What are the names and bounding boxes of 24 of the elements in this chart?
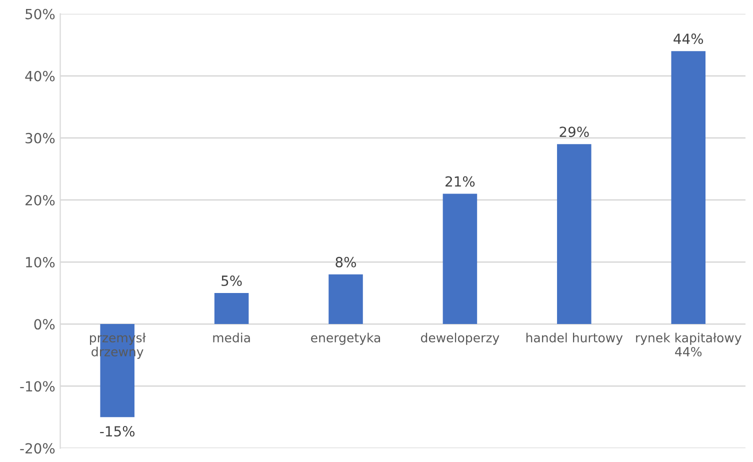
y-tick-label: 0% (34, 319, 55, 330)
data-label: -15% (100, 426, 135, 437)
x-tick-label: deweloperzy (420, 332, 500, 345)
bar (328, 274, 363, 324)
data-label: 5% (222, 276, 242, 286)
data-label: 44% (674, 34, 704, 44)
x-tick-label: rynek kapitałowy 44% (636, 332, 742, 356)
y-tick-label: -20% (20, 443, 55, 454)
data-label: 8% (336, 256, 356, 268)
y-tick-label: 50% (26, 8, 55, 20)
bar (214, 293, 249, 324)
x-tick-label: handel hurtowy (526, 332, 623, 345)
y-tick-label: 40% (25, 70, 55, 82)
data-label: 29% (560, 126, 589, 138)
x-tick-label: media (213, 332, 250, 342)
bar (671, 51, 706, 324)
y-tick-label: 30% (26, 132, 55, 144)
bar (442, 194, 478, 324)
y-tick-label: 20% (26, 194, 55, 206)
x-tick-label: energetyka (311, 332, 380, 345)
y-tick-label: 10% (26, 256, 55, 268)
y-tick-label: -10% (20, 381, 55, 392)
bar (557, 144, 592, 324)
data-label: 21% (446, 176, 475, 187)
